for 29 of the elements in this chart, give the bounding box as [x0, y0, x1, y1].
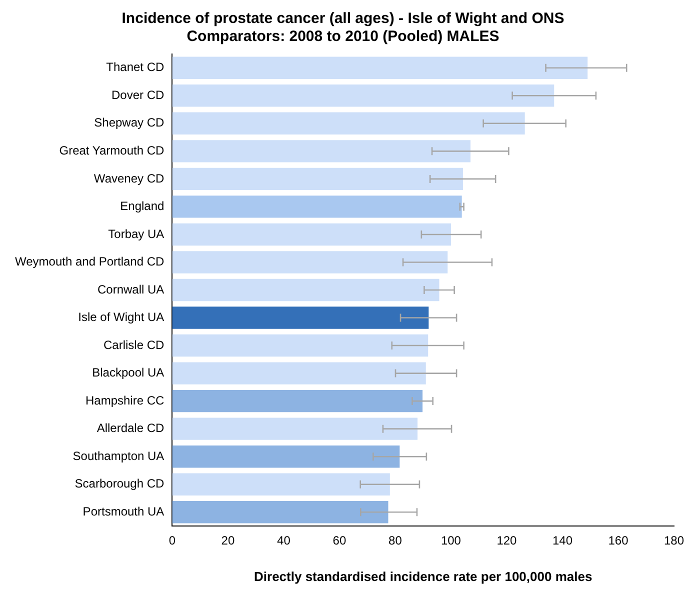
- y-tick-label: Hampshire CC: [86, 393, 165, 408]
- y-tick-label: Portsmouth UA: [82, 504, 164, 518]
- x-tick-label: 180: [664, 534, 684, 548]
- x-tick-label: 0: [168, 534, 176, 548]
- y-tick-label: Blackpool UA: [92, 366, 164, 380]
- chart-title: Incidence of prostate cancer (all ages) - Isle of Wight and ONS Comparators: 2008 to 2010 (Pooled) MALES: [122, 10, 564, 46]
- x-tick-label: 20: [221, 534, 235, 548]
- y-tick-label: Waveney CD: [94, 171, 165, 186]
- y-tick-label: Great Yarmouth CD: [59, 143, 165, 158]
- y-tick-label: England: [120, 199, 164, 214]
- y-tick-label: Carlisle CD: [104, 338, 165, 352]
- x-tick-label: 160: [608, 534, 629, 548]
- x-tick-label: 80: [388, 534, 402, 548]
- y-tick-label: Torbay UA: [108, 226, 164, 241]
- x-tick-label: 100: [440, 534, 462, 548]
- y-tick-label: Cornwall UA: [98, 282, 164, 296]
- x-axis-title: Directly standardised incidence rate per 100,000 males: [254, 568, 592, 584]
- y-tick-label: Thanet CD: [106, 60, 165, 74]
- y-tick-label: Shepway CD: [94, 116, 165, 130]
- x-tick-label: 140: [552, 534, 573, 548]
- x-tick-label: 120: [496, 534, 518, 548]
- y-tick-label: Allerdale CD: [96, 421, 165, 436]
- y-tick-label: Southampton UA: [72, 448, 164, 463]
- y-tick-label: Dover CD: [112, 88, 165, 102]
- y-tick-label: Weymouth and Portland CD: [15, 254, 165, 269]
- y-tick-label: Isle of Wight UA: [78, 310, 164, 324]
- x-tick-label: 40: [277, 534, 291, 548]
- x-tick-label: 60: [332, 534, 346, 548]
- y-tick-label: Scarborough CD: [74, 476, 165, 491]
